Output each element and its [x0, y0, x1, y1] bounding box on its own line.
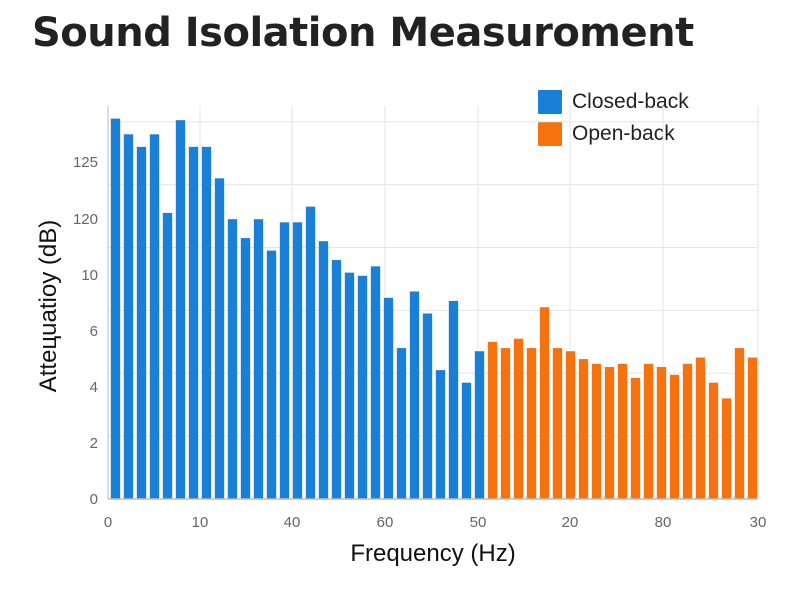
y-tick-labels: 0 2 4 6 10 120 125	[73, 154, 98, 508]
y-tick-label: 10	[81, 267, 98, 284]
closed-back-bar	[409, 291, 420, 499]
open-back-bar	[721, 398, 732, 499]
x-tick-labels: 0 10 40 60 50 20 80 30	[104, 514, 767, 531]
open-back-bar	[487, 341, 498, 499]
closed-back-bar	[474, 351, 485, 499]
closed-back-bar	[331, 260, 342, 499]
open-back-bar	[695, 357, 706, 499]
closed-back-bar	[188, 146, 199, 499]
open-back-bar	[578, 359, 589, 499]
closed-back-bar	[136, 146, 147, 499]
closed-back-bar	[149, 134, 160, 500]
x-tick-label: 30	[750, 514, 767, 531]
closed-back-bar	[227, 219, 238, 499]
closed-back-bar	[162, 212, 173, 499]
open-back-bar	[604, 366, 615, 499]
closed-back-bar	[461, 382, 472, 499]
x-tick-label: 50	[470, 514, 487, 531]
x-tick-label: 40	[284, 514, 301, 531]
open-back-bar	[513, 338, 524, 499]
closed-back-swatch	[538, 90, 562, 114]
y-tick-label: 2	[90, 435, 98, 452]
closed-back-bar	[435, 370, 446, 499]
y-tick-label: 120	[73, 211, 98, 228]
legend-item-closed-back[interactable]: Closed-back	[538, 86, 689, 118]
open-back-bar	[552, 348, 563, 499]
closed-back-bar	[240, 238, 251, 500]
legend: Closed-back Open-back	[538, 86, 689, 150]
legend-label-open-back: Open-back	[572, 122, 675, 145]
y-tick-label: 0	[90, 491, 98, 508]
x-tick-label: 10	[192, 514, 209, 531]
closed-back-bar	[266, 250, 277, 499]
closed-back-bar	[253, 219, 264, 499]
closed-back-bar	[448, 300, 459, 499]
closed-back-bar	[201, 146, 212, 499]
x-tick-label: 20	[562, 514, 579, 531]
open-back-bar	[500, 348, 511, 499]
closed-back-bar	[110, 118, 121, 499]
open-back-bar	[630, 377, 641, 499]
chart-title: Sound Isolation Measuroment	[32, 10, 694, 56]
closed-back-bar	[344, 272, 355, 499]
y-tick-label: 4	[90, 379, 98, 396]
y-tick-label: 125	[73, 154, 98, 171]
closed-back-bar	[292, 222, 303, 499]
x-tick-label: 0	[104, 514, 112, 531]
closed-back-bar	[123, 134, 134, 500]
closed-back-bar	[396, 348, 407, 499]
x-tick-label: 60	[377, 514, 394, 531]
closed-back-bar	[279, 222, 290, 499]
open-back-bar	[656, 366, 667, 499]
closed-back-bar	[214, 178, 225, 499]
open-back-bar	[669, 374, 680, 499]
closed-back-bar	[318, 241, 329, 499]
open-back-bar	[734, 348, 745, 499]
closed-back-bar	[305, 206, 316, 500]
open-back-bar	[682, 363, 693, 499]
legend-item-open-back[interactable]: Open-back	[538, 118, 689, 150]
closed-back-bar	[357, 275, 368, 499]
y-axis-title: Atteцuatioy (dB)	[35, 219, 62, 393]
x-axis-title: Frequency (Hz)	[350, 540, 516, 567]
x-tick-label: 80	[655, 514, 672, 531]
open-back-swatch	[538, 122, 562, 146]
closed-back-bar	[370, 266, 381, 499]
open-back-bar	[591, 363, 602, 499]
open-back-bar	[617, 363, 628, 499]
legend-label-closed-back: Closed-back	[572, 90, 689, 113]
bars	[110, 118, 758, 500]
closed-back-bar	[383, 297, 394, 499]
axes	[107, 106, 758, 500]
open-back-bar	[747, 357, 758, 499]
open-back-bar	[708, 382, 719, 499]
open-back-bar	[539, 307, 550, 499]
closed-back-bar	[175, 120, 186, 500]
y-tick-label: 6	[90, 323, 98, 340]
closed-back-bar	[422, 313, 433, 499]
open-back-bar	[643, 363, 654, 499]
open-back-bar	[526, 348, 537, 499]
open-back-bar	[565, 351, 576, 499]
